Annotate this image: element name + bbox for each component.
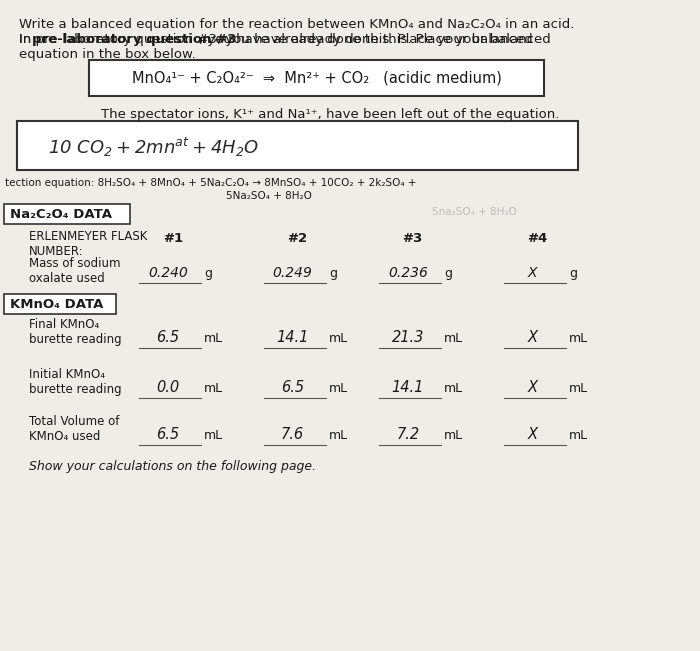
Text: mL: mL <box>569 332 588 345</box>
Text: g: g <box>444 267 452 280</box>
Text: 5na₂SO₄ + 8H₂O: 5na₂SO₄ + 8H₂O <box>432 207 517 217</box>
FancyBboxPatch shape <box>4 204 130 224</box>
Text: mL: mL <box>444 382 463 395</box>
Text: mL: mL <box>204 332 223 345</box>
Text: 0.240: 0.240 <box>148 266 188 280</box>
Text: mL: mL <box>444 332 463 345</box>
Text: $\mathdefault{10\ CO_2 + 2mn^{at} + 4H_2O}$: $\mathdefault{10\ CO_2 + 2mn^{at} + 4H_2… <box>48 136 259 159</box>
Text: Final KMnO₄
burette reading: Final KMnO₄ burette reading <box>29 318 121 346</box>
Text: g: g <box>569 267 577 280</box>
Text: g: g <box>204 267 212 280</box>
Text: #1: #1 <box>162 232 183 245</box>
Text: ERLENMEYER FLASK
NUMBER:: ERLENMEYER FLASK NUMBER: <box>29 230 147 258</box>
Text: mL: mL <box>329 429 348 442</box>
Text: mL: mL <box>204 429 223 442</box>
Text: 0.249: 0.249 <box>273 266 313 280</box>
Text: Write a balanced equation for the reaction between KMnO₄ and Na₂C₂O₄ in an acid.: Write a balanced equation for the reacti… <box>19 18 575 31</box>
Text: #4: #4 <box>527 232 547 245</box>
Text: mL: mL <box>569 382 588 395</box>
Text: 14.1: 14.1 <box>391 380 424 395</box>
Text: X: X <box>528 330 538 345</box>
Text: 7.6: 7.6 <box>281 427 304 442</box>
Text: mL: mL <box>444 429 463 442</box>
Text: 0.236: 0.236 <box>388 266 428 280</box>
Text: mL: mL <box>329 332 348 345</box>
Text: KMnO₄ DATA: KMnO₄ DATA <box>10 298 103 311</box>
Text: mL: mL <box>204 382 223 395</box>
FancyBboxPatch shape <box>18 121 578 170</box>
Text: mL: mL <box>329 382 348 395</box>
Text: Mass of sodium
oxalate used: Mass of sodium oxalate used <box>29 257 120 285</box>
Text: In pre-laboratory question #3, you have already done this. Place your balanced: In pre-laboratory question #3, you have … <box>19 33 551 46</box>
Text: 6.5: 6.5 <box>281 380 304 395</box>
Text: pre-laboratory question #3: pre-laboratory question #3 <box>32 33 236 46</box>
Text: g: g <box>329 267 337 280</box>
FancyBboxPatch shape <box>4 294 116 314</box>
Text: 7.2: 7.2 <box>396 427 419 442</box>
Text: Na₂C₂O₄ DATA: Na₂C₂O₄ DATA <box>10 208 111 221</box>
Text: In: In <box>19 33 36 46</box>
FancyBboxPatch shape <box>89 60 544 96</box>
Text: 21.3: 21.3 <box>391 330 424 345</box>
Text: tection equation: 8H₂SO₄ + 8MnO₄ + 5Na₂C₂O₄ → 8MnSO₄ + 10CO₂ + 2k₂SO₄ +: tection equation: 8H₂SO₄ + 8MnO₄ + 5Na₂C… <box>5 178 416 188</box>
Text: X: X <box>528 266 538 280</box>
Text: Total Volume of
KMnO₄ used: Total Volume of KMnO₄ used <box>29 415 119 443</box>
Text: X: X <box>528 427 538 442</box>
Text: X: X <box>528 380 538 395</box>
Text: , you have already done this. Place your balanced: , you have already done this. Place your… <box>199 33 533 46</box>
Text: The spectator ions, K¹⁺ and Na¹⁺, have been left out of the equation.: The spectator ions, K¹⁺ and Na¹⁺, have b… <box>101 108 559 121</box>
Text: #3: #3 <box>402 232 423 245</box>
Text: 6.5: 6.5 <box>156 330 179 345</box>
Text: 5Na₂SO₄ + 8H₂O: 5Na₂SO₄ + 8H₂O <box>5 191 312 201</box>
Text: 0.0: 0.0 <box>156 380 179 395</box>
Text: Show your calculations on the following page.: Show your calculations on the following … <box>29 460 316 473</box>
Text: 6.5: 6.5 <box>156 427 179 442</box>
Text: 14.1: 14.1 <box>276 330 309 345</box>
Text: Initial KMnO₄
burette reading: Initial KMnO₄ burette reading <box>29 368 121 396</box>
Text: MnO₄¹⁻ + C₂O₄²⁻  ⇒  Mn²⁺ + CO₂   (acidic medium): MnO₄¹⁻ + C₂O₄²⁻ ⇒ Mn²⁺ + CO₂ (acidic med… <box>132 70 502 85</box>
Text: equation in the box below.: equation in the box below. <box>19 48 196 61</box>
Text: mL: mL <box>569 429 588 442</box>
Text: #2: #2 <box>288 232 307 245</box>
